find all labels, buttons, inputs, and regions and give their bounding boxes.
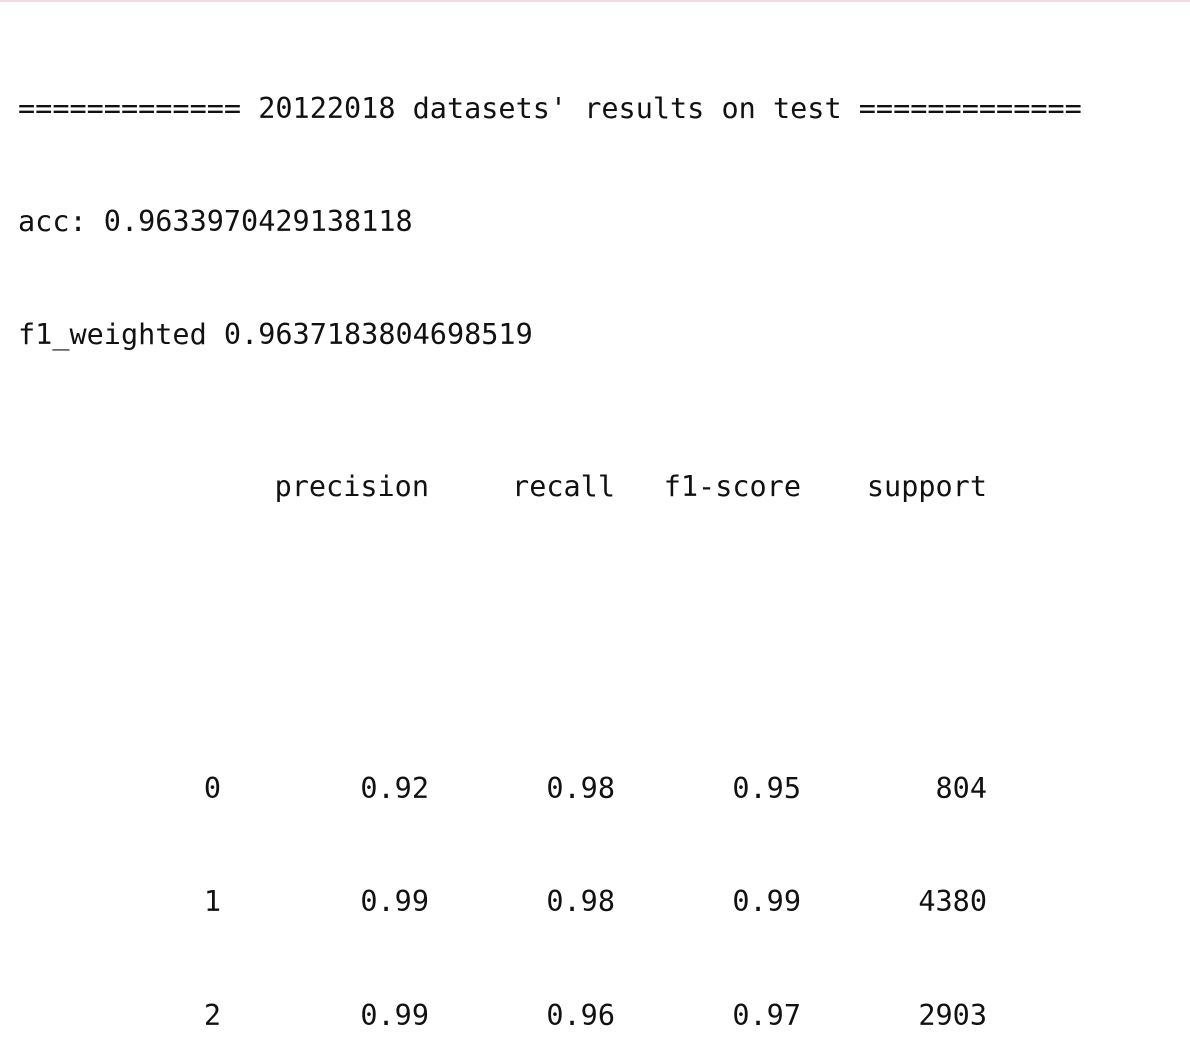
report-row: 0 0.92 0.98 0.95 804 xyxy=(18,770,1183,808)
recall-value: 0.98 xyxy=(546,771,615,805)
title-line: ============= 20122018 datasets' results… xyxy=(18,91,1082,125)
cell-top-border xyxy=(0,0,1190,2)
f1-value: 0.99 xyxy=(732,885,801,919)
header-recall: recall xyxy=(512,469,615,503)
support-value: 4380 xyxy=(918,885,987,919)
recall-value: 0.96 xyxy=(546,998,615,1032)
header-support: support xyxy=(866,469,987,503)
blank-line xyxy=(18,619,1183,657)
report-row: 1 0.99 0.98 0.99 4380 xyxy=(18,883,1183,921)
precision-value: 0.92 xyxy=(360,771,429,805)
header-precision: precision xyxy=(274,469,429,503)
precision-value: 0.99 xyxy=(360,885,429,919)
f1-value: 0.97 xyxy=(732,998,801,1032)
support-value: 804 xyxy=(935,771,987,805)
report-header-row: precision recall f1-score support xyxy=(18,468,1183,506)
support-value: 2903 xyxy=(918,998,987,1032)
report-row: 2 0.99 0.96 0.97 2903 xyxy=(18,997,1183,1035)
class-label: 2 xyxy=(203,998,221,1032)
f1-value: 0.95 xyxy=(732,771,801,805)
precision-value: 0.99 xyxy=(360,998,429,1032)
accuracy-line: acc: 0.9633970429138118 xyxy=(18,204,413,238)
class-label: 1 xyxy=(203,885,221,919)
class-label: 0 xyxy=(203,771,221,805)
cell-output: ============= 20122018 datasets' results… xyxy=(18,14,1183,1064)
recall-value: 0.98 xyxy=(546,885,615,919)
f1-weighted-line: f1_weighted 0.9637183804698519 xyxy=(18,318,533,352)
header-f1-score: f1-score xyxy=(663,469,801,503)
